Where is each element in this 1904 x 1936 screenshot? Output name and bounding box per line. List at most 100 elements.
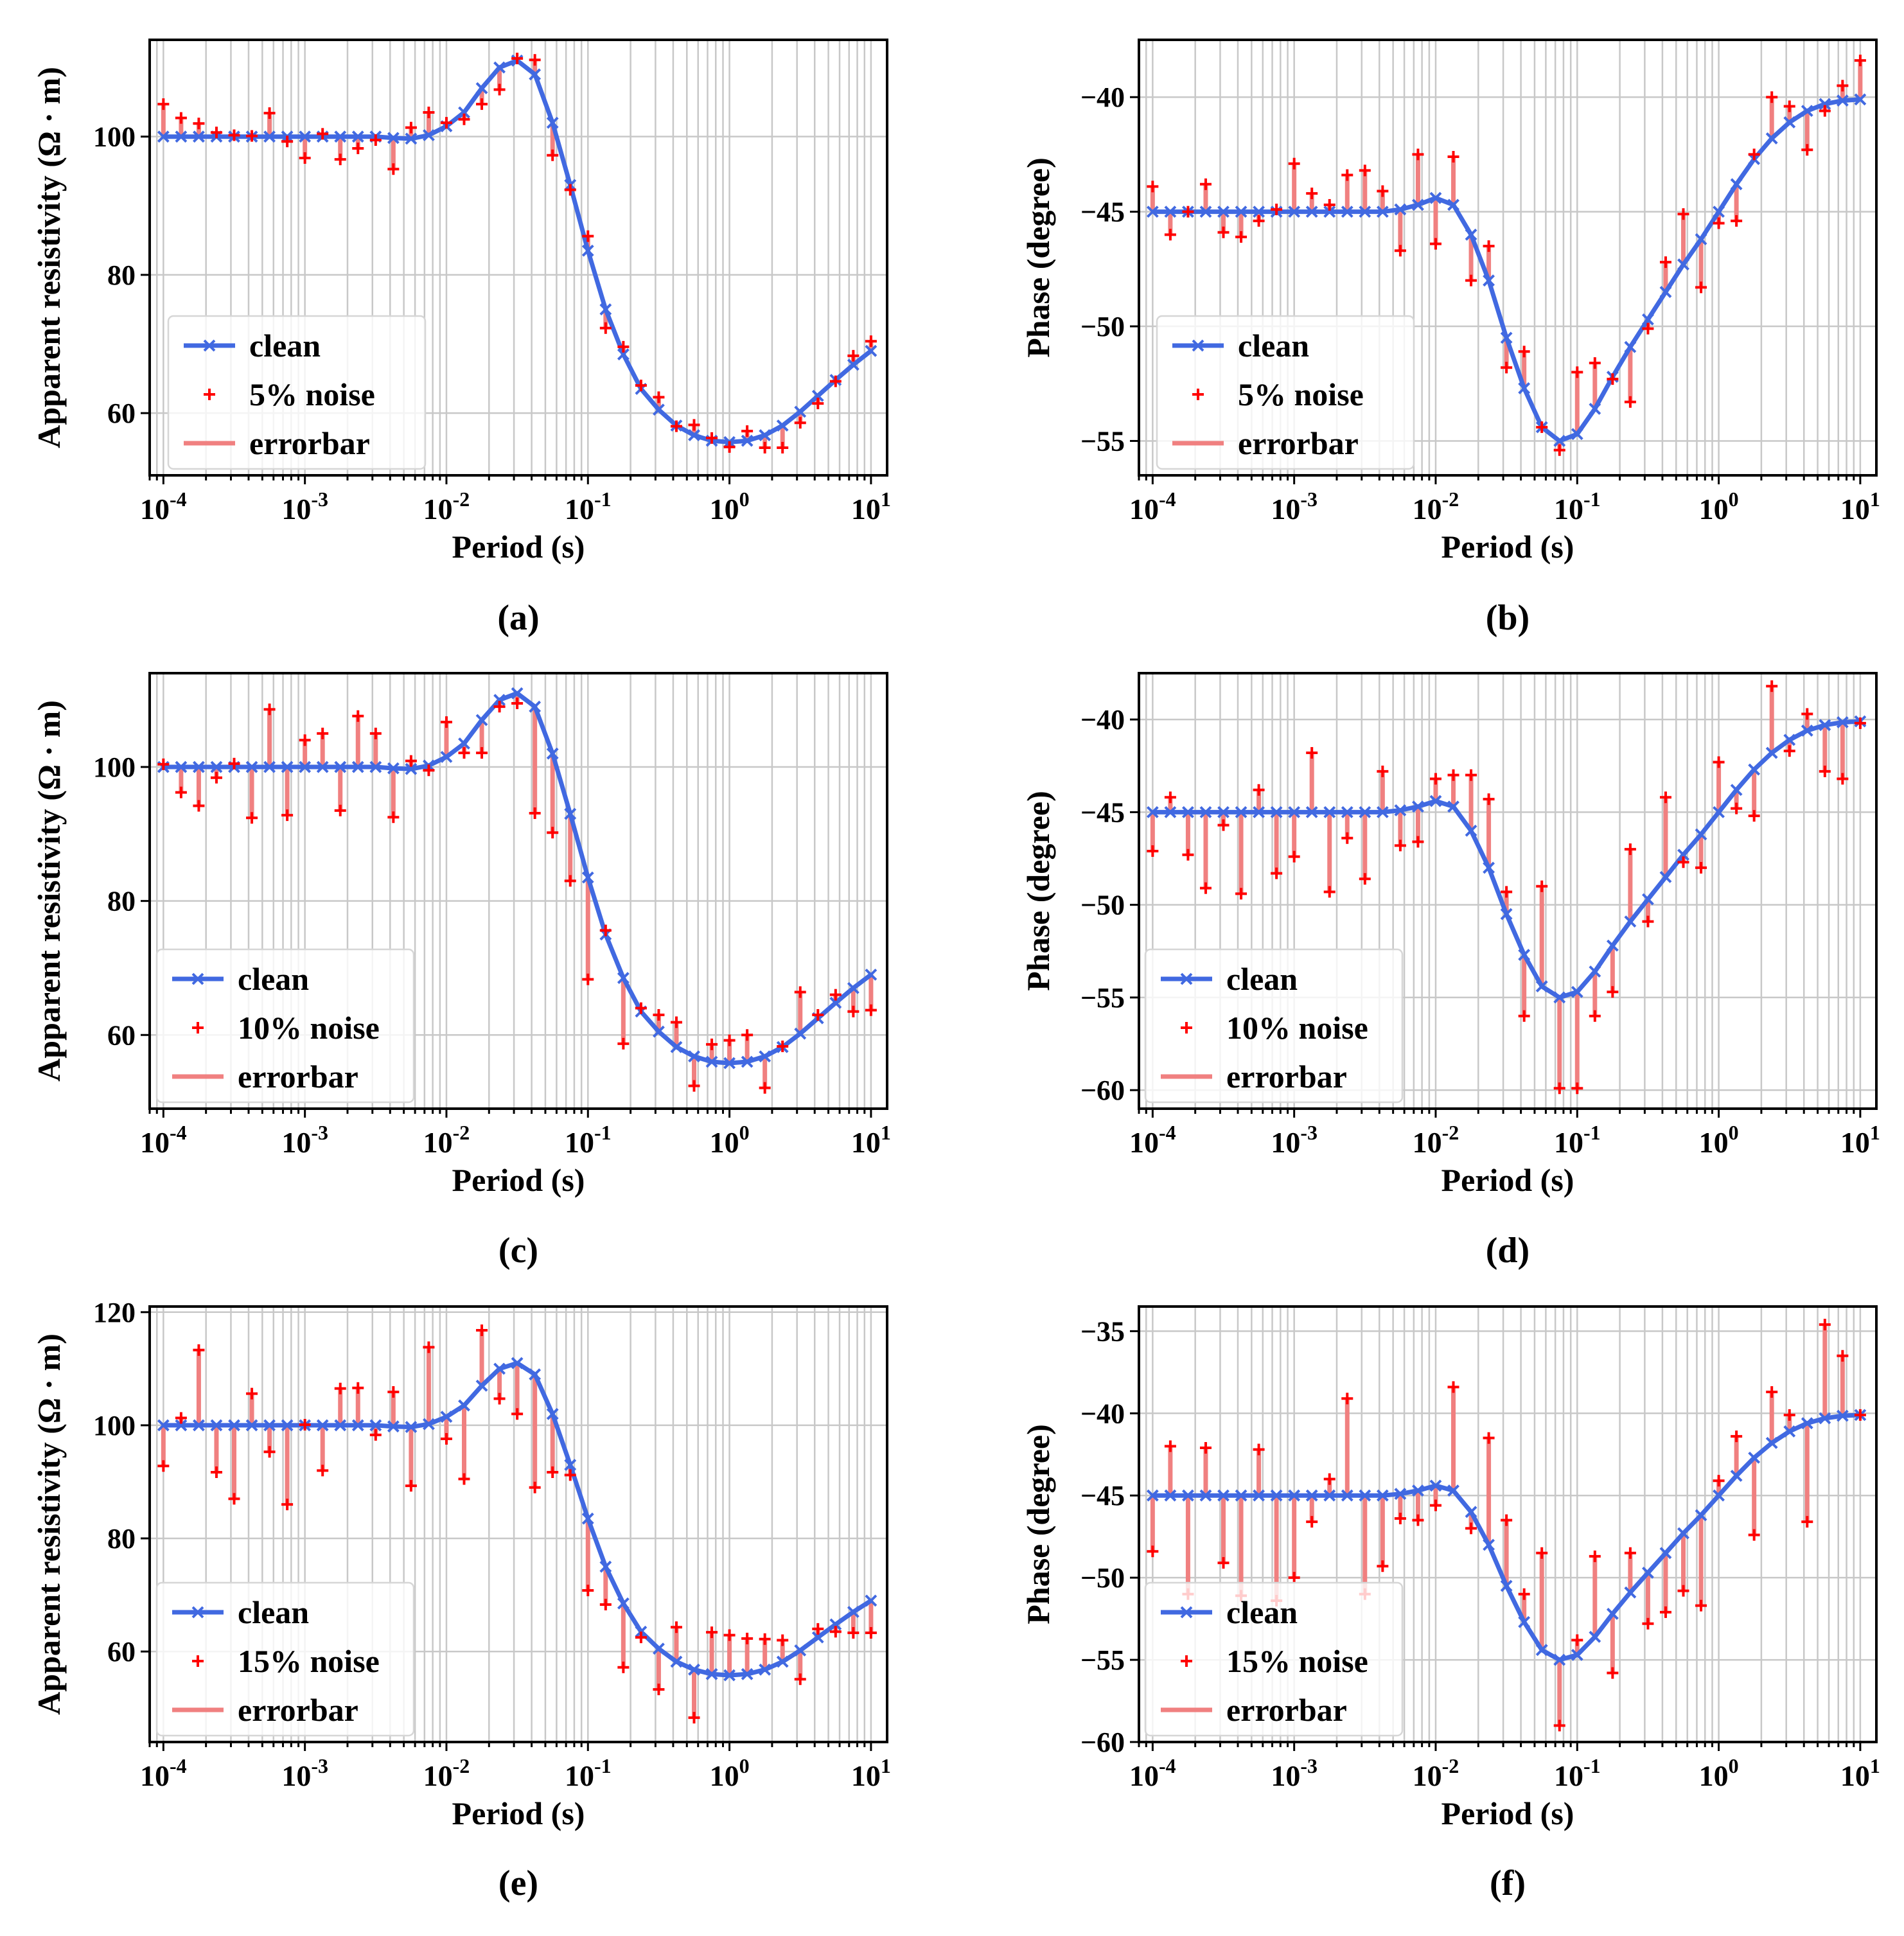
y-axis-label: Apparent resistivity (Ω · m)	[31, 67, 67, 448]
clean-point	[157, 130, 170, 143]
noise-point	[1677, 856, 1689, 868]
panel-b: 10-4 10-3 10-2 10-1 100 101 −55 −50 −45 −40 Period…	[1020, 39, 1880, 638]
clean-point	[1376, 805, 1389, 818]
noise-point	[564, 184, 576, 196]
noise-point	[723, 1629, 736, 1641]
noise-point	[405, 755, 417, 767]
noise-point	[281, 809, 294, 822]
noise-point	[387, 1386, 400, 1398]
clean-point	[1323, 1489, 1336, 1502]
clean-point	[1500, 1580, 1513, 1592]
clean-point	[1412, 198, 1424, 211]
clean-point	[653, 403, 665, 416]
noise-point	[1164, 1440, 1176, 1452]
legend-box	[1156, 315, 1415, 470]
clean-point	[281, 761, 294, 773]
clean-point	[865, 344, 877, 357]
noise-point	[476, 1324, 488, 1336]
y-ticks: 60 80 100	[93, 121, 150, 429]
noise-point	[387, 811, 400, 823]
noise-point	[1607, 1667, 1619, 1679]
clean-point	[1394, 203, 1407, 216]
clean-point	[564, 1459, 577, 1471]
noise-point	[1253, 215, 1265, 227]
y-tick-label: 100	[93, 752, 136, 783]
noise-point	[653, 1684, 665, 1696]
noise-point	[1359, 873, 1371, 885]
clean-point	[1677, 1527, 1689, 1540]
noise-point	[1766, 680, 1778, 692]
x-tick-label: 10-1	[1554, 1121, 1601, 1159]
clean-point	[1288, 1489, 1301, 1502]
noise-point	[228, 1493, 240, 1505]
plot-area	[157, 687, 877, 1094]
noise-point	[829, 375, 842, 387]
clean-point	[1713, 1489, 1725, 1502]
panel-e: 10-4 10-3 10-2 10-1 100 101 60 80 100 120 Period (…	[31, 1297, 891, 1903]
clean-point	[1235, 206, 1247, 218]
clean-point	[688, 1050, 700, 1063]
noise-point	[723, 441, 736, 453]
noise-point	[1465, 1522, 1477, 1535]
clean-point	[1713, 206, 1725, 218]
clean-point	[1677, 849, 1689, 861]
x-tick-label: 10-2	[1413, 488, 1459, 525]
axes-frame	[148, 1305, 888, 1743]
plot-area	[1146, 680, 1867, 1095]
clean-point	[316, 1419, 329, 1432]
clean-point	[564, 807, 577, 820]
noise-point	[1217, 1557, 1230, 1569]
clean-point	[1571, 428, 1583, 441]
clean-point	[705, 1668, 718, 1680]
noise-point	[476, 98, 488, 110]
y-ticks: −55 −50 −45 −40	[1080, 82, 1139, 457]
clean-point	[1341, 1489, 1353, 1502]
x-tick-label: 10-4	[140, 1121, 187, 1159]
y-axis-label: Apparent resistivity (Ω · m)	[31, 1333, 67, 1715]
y-tick-label: −55	[1080, 982, 1125, 1014]
noise-point	[369, 727, 382, 739]
noise-point	[1306, 1516, 1318, 1528]
x-tick-label: 10-1	[1554, 1754, 1601, 1792]
legend-box	[155, 1581, 415, 1737]
noise-point	[493, 1393, 506, 1405]
clean-point	[1465, 1506, 1477, 1518]
clean-point	[1801, 725, 1813, 737]
clean-point	[210, 1419, 223, 1432]
y-tick-label: −40	[1080, 704, 1125, 735]
x-tick-label: 10-2	[423, 488, 470, 525]
noise-point	[1412, 148, 1424, 161]
clean-point	[829, 1618, 842, 1631]
noise-point	[1501, 886, 1513, 898]
y-ticks: −60 −55 −50 −45 −40	[1080, 704, 1139, 1106]
noise-point	[1164, 791, 1176, 804]
clean-point	[1553, 435, 1566, 447]
legend-label: errorbar	[249, 425, 370, 461]
panel-f: 10-4 10-3 10-2 10-1 100 101 −60 −55 −50 −45 −40 −35…	[1020, 1305, 1880, 1903]
noise-point	[1394, 1513, 1406, 1525]
clean-point	[1606, 1608, 1619, 1620]
noise-point	[582, 230, 594, 242]
clean-point	[1199, 1489, 1212, 1502]
panel-c: 10-4 10-3 10-2 10-1 100 101 60 80 100 Period (s) A…	[31, 672, 891, 1271]
noise-point	[1323, 198, 1335, 211]
clean-point	[1394, 804, 1407, 816]
clean-point	[1376, 206, 1389, 218]
clean-point	[1394, 1488, 1407, 1500]
legend-label: 10% noise	[238, 1010, 380, 1046]
clean-point	[245, 761, 258, 773]
clean-point	[776, 419, 789, 432]
clean-point	[1199, 805, 1212, 818]
noise-point	[529, 54, 541, 66]
clean-point	[387, 762, 400, 775]
clean-point	[440, 750, 453, 763]
plot-area	[157, 1324, 877, 1724]
clean-point	[1677, 258, 1689, 271]
clean-markers	[1146, 715, 1867, 1004]
noise-point	[352, 1382, 364, 1394]
clean-point	[1305, 206, 1318, 218]
noise-point	[670, 1621, 682, 1633]
noise-point	[1731, 802, 1743, 814]
noise-point	[476, 747, 488, 759]
noise-point	[511, 697, 524, 709]
